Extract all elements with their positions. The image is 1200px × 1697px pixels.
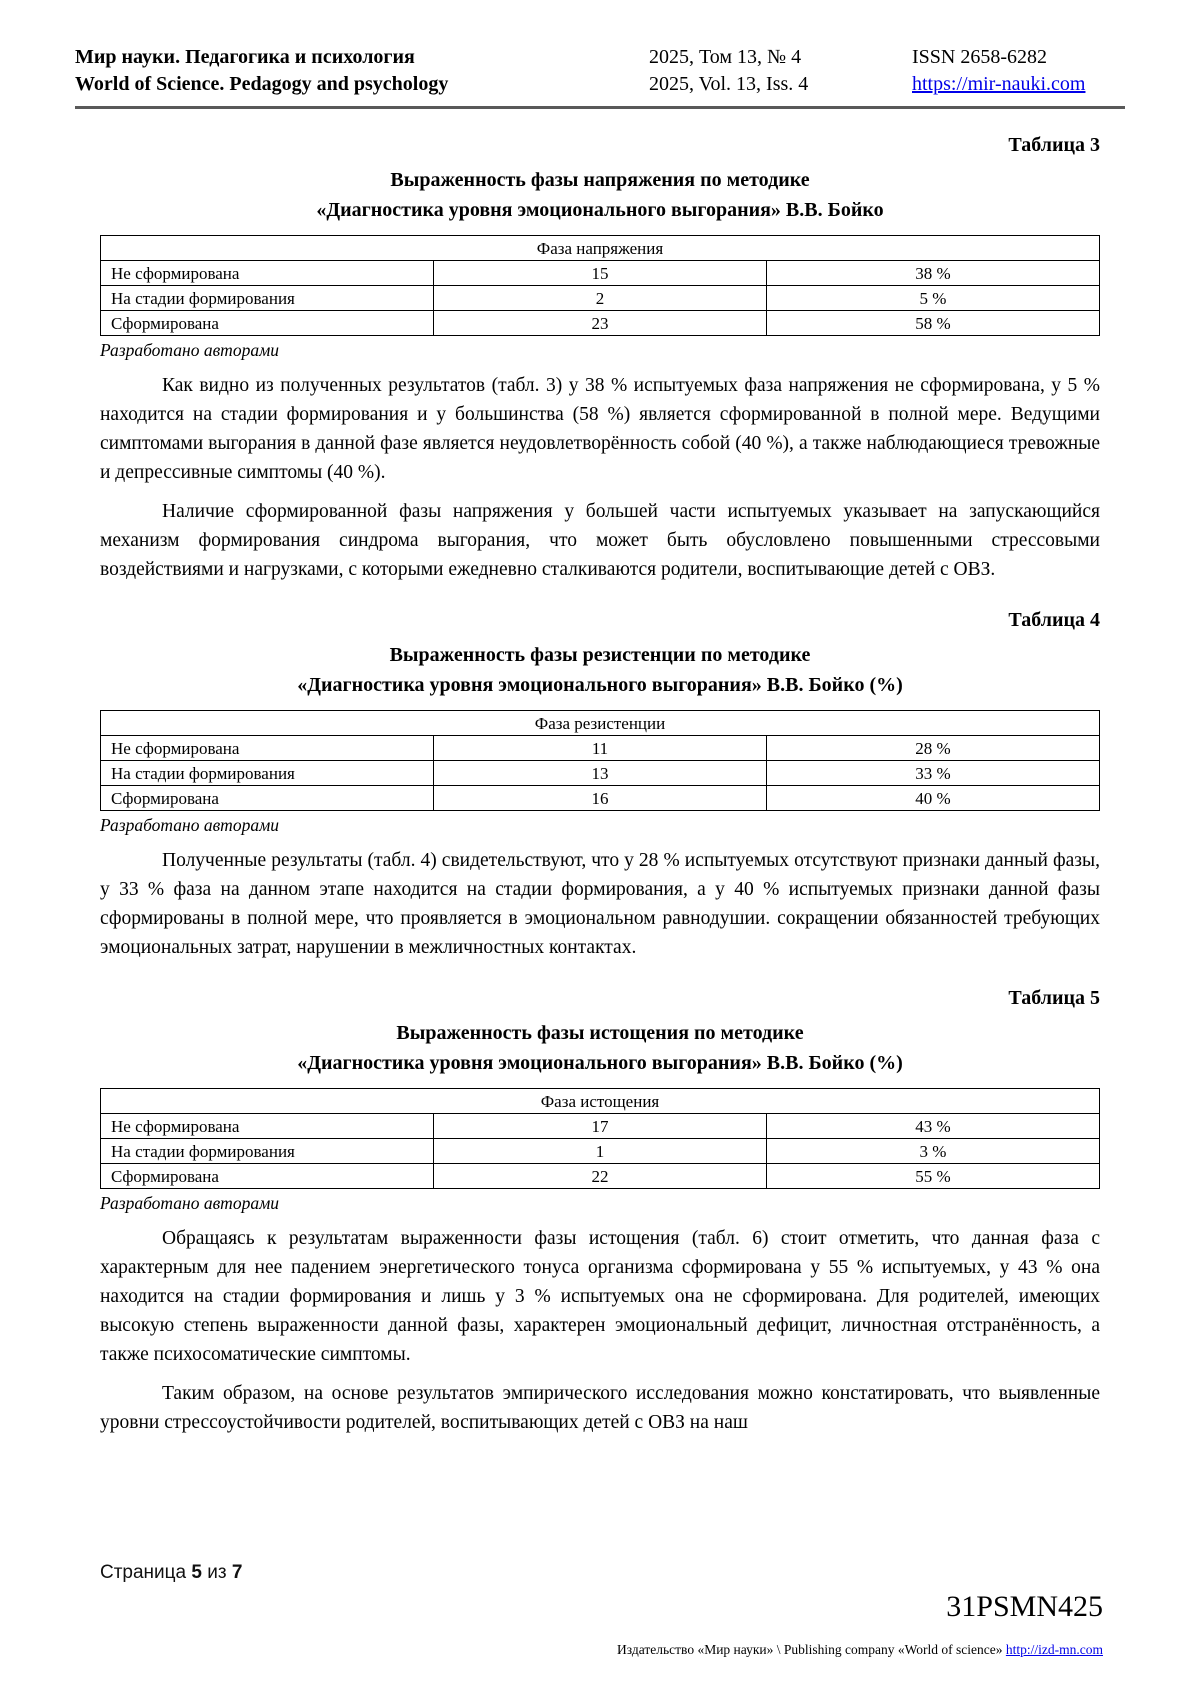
table-cell-label: Не сформирована bbox=[100, 735, 434, 761]
table-cell-label: Сформирована bbox=[100, 1163, 434, 1189]
issn-number: ISSN 2658-6282 bbox=[912, 46, 1048, 68]
publisher-line: Издательство «Мир науки» \ Publishing co… bbox=[617, 1642, 1103, 1658]
table-cell-label: Не сформирована bbox=[100, 1113, 434, 1139]
table-row: На стадии формирования 13 33 % bbox=[100, 760, 1100, 786]
table-row: Сформирована 23 58 % bbox=[100, 310, 1100, 336]
table-cell-label: На стадии формирования bbox=[100, 1138, 434, 1164]
page-header: Мир науки. Педагогика и психология World… bbox=[0, 0, 1200, 98]
table-header-cell: Фаза резистенции bbox=[100, 710, 1100, 736]
table-cell-percent: 5 % bbox=[766, 285, 1100, 311]
table3-title: Выраженность фазы напряжения по методике… bbox=[100, 165, 1100, 225]
table-cell-count: 22 bbox=[433, 1163, 767, 1189]
page-counter-of: из bbox=[207, 1562, 227, 1583]
table-cell-count: 15 bbox=[433, 260, 767, 286]
table-cell-count: 16 bbox=[433, 785, 767, 811]
table-header-cell: Фаза истощения bbox=[100, 1088, 1100, 1114]
table-cell-percent: 55 % bbox=[766, 1163, 1100, 1189]
table3: Фаза напряжения Не сформирована 15 38 % … bbox=[100, 235, 1100, 336]
page-body: Таблица 3 Выраженность фазы напряжения п… bbox=[0, 133, 1200, 1437]
table-header-row: Фаза истощения bbox=[100, 1088, 1100, 1114]
table3-title-line1: Выраженность фазы напряжения по методике bbox=[390, 169, 810, 191]
table-cell-label: На стадии формирования bbox=[100, 760, 434, 786]
table-cell-count: 23 bbox=[433, 310, 767, 336]
issue-info-en: 2025, Vol. 13, Iss. 4 bbox=[649, 73, 809, 95]
table-header-row: Фаза резистенции bbox=[100, 710, 1100, 736]
page-counter-total: 7 bbox=[231, 1562, 243, 1583]
body-paragraph: Как видно из полученных результатов (таб… bbox=[100, 375, 1100, 483]
issue-info-block: 2025, Том 13, № 4 2025, Vol. 13, Iss. 4 bbox=[649, 44, 837, 98]
table-cell-count: 13 bbox=[433, 760, 767, 786]
article-code: 31PSMN425 bbox=[946, 1590, 1103, 1623]
table-row: Сформирована 22 55 % bbox=[100, 1163, 1100, 1189]
journal-title-en: World of Science. Pedagogy and psycholog… bbox=[75, 73, 449, 95]
table-row: Сформирована 16 40 % bbox=[100, 785, 1100, 811]
table5-title: Выраженность фазы истощения по методике … bbox=[100, 1018, 1100, 1078]
table5-note: Разработано авторами bbox=[100, 1193, 279, 1213]
page-counter: Страница 5 из 7 bbox=[100, 1562, 242, 1584]
header-rule bbox=[75, 106, 1125, 109]
table-cell-percent: 43 % bbox=[766, 1113, 1100, 1139]
table-cell-count: 11 bbox=[433, 735, 767, 761]
table-cell-percent: 58 % bbox=[766, 310, 1100, 336]
table5-title-line1: Выраженность фазы истощения по методике bbox=[396, 1022, 804, 1044]
body-paragraph: Обращаясь к результатам выраженности фаз… bbox=[100, 1228, 1100, 1365]
table4-note: Разработано авторами bbox=[100, 815, 279, 835]
table-cell-label: На стадии формирования bbox=[100, 285, 434, 311]
body-paragraph: Наличие сформированной фазы напряжения у… bbox=[100, 501, 1100, 580]
table-cell-count: 17 bbox=[433, 1113, 767, 1139]
table3-note: Разработано авторами bbox=[100, 340, 279, 360]
table-cell-percent: 28 % bbox=[766, 735, 1100, 761]
table4: Фаза резистенции Не сформирована 11 28 %… bbox=[100, 710, 1100, 811]
issue-info-ru: 2025, Том 13, № 4 bbox=[649, 46, 802, 68]
table-cell-label: Сформирована bbox=[100, 785, 434, 811]
table-cell-percent: 33 % bbox=[766, 760, 1100, 786]
page-counter-label: Страница bbox=[100, 1562, 187, 1583]
journal-title-block: Мир науки. Педагогика и психология World… bbox=[75, 44, 649, 98]
table4-title-line2: «Диагностика уровня эмоционального выгор… bbox=[297, 674, 903, 696]
table5-title-line2: «Диагностика уровня эмоционального выгор… bbox=[297, 1052, 903, 1074]
table-row: Не сформирована 15 38 % bbox=[100, 260, 1100, 286]
table-cell-count: 1 bbox=[433, 1138, 767, 1164]
page-counter-current: 5 bbox=[191, 1562, 202, 1583]
table5: Фаза истощения Не сформирована 17 43 % Н… bbox=[100, 1088, 1100, 1189]
table5-caption: Таблица 5 bbox=[1008, 987, 1100, 1009]
table3-caption: Таблица 3 bbox=[1008, 134, 1100, 156]
table-row: На стадии формирования 1 3 % bbox=[100, 1138, 1100, 1164]
issn-block: ISSN 2658-6282 https://mir-nauki.com bbox=[912, 44, 1125, 98]
table-row: На стадии формирования 2 5 % bbox=[100, 285, 1100, 311]
table-row: Не сформирована 17 43 % bbox=[100, 1113, 1100, 1139]
table-cell-percent: 38 % bbox=[766, 260, 1100, 286]
table-cell-label: Сформирована bbox=[100, 310, 434, 336]
table-cell-percent: 3 % bbox=[766, 1138, 1100, 1164]
table-header-row: Фаза напряжения bbox=[100, 235, 1100, 261]
table3-title-line2: «Диагностика уровня эмоционального выгор… bbox=[316, 199, 884, 221]
table-cell-label: Не сформирована bbox=[100, 260, 434, 286]
body-paragraph: Полученные результаты (табл. 4) свидетел… bbox=[100, 850, 1100, 958]
body-paragraph: Таким образом, на основе результатов эмп… bbox=[100, 1383, 1100, 1433]
journal-title-ru: Мир науки. Педагогика и психология bbox=[75, 46, 415, 68]
table-cell-count: 2 bbox=[433, 285, 767, 311]
publisher-text: Издательство «Мир науки» \ Publishing co… bbox=[617, 1642, 1003, 1657]
table4-title: Выраженность фазы резистенции по методик… bbox=[100, 640, 1100, 700]
table-row: Не сформирована 11 28 % bbox=[100, 735, 1100, 761]
table4-caption: Таблица 4 bbox=[1008, 609, 1100, 631]
publisher-site-link[interactable]: http://izd-mn.com bbox=[1005, 1642, 1103, 1657]
table-header-cell: Фаза напряжения bbox=[100, 235, 1100, 261]
journal-site-link[interactable]: https://mir-nauki.com bbox=[912, 73, 1086, 95]
table-cell-percent: 40 % bbox=[766, 785, 1100, 811]
table4-title-line1: Выраженность фазы резистенции по методик… bbox=[389, 644, 811, 666]
